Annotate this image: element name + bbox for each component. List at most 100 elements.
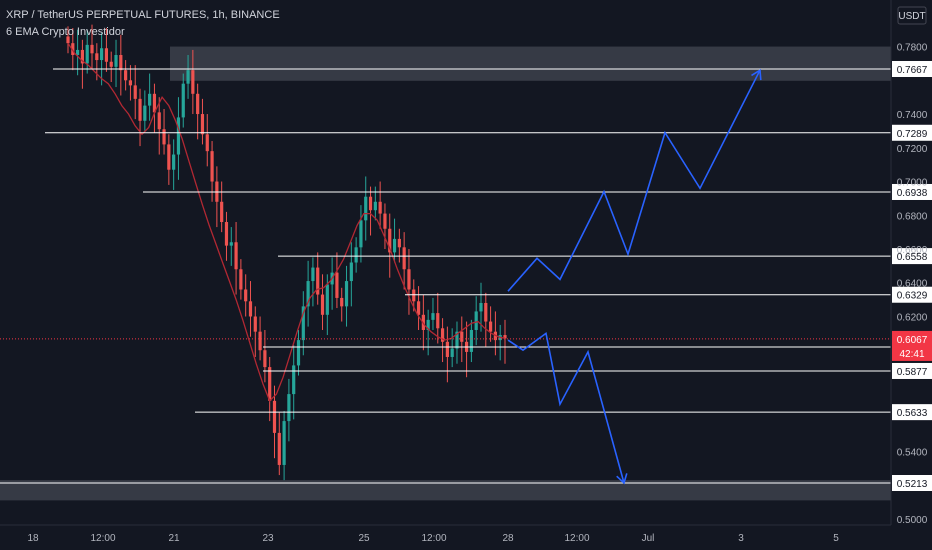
candle-body (455, 331, 459, 349)
candle-body (316, 267, 320, 295)
candle-body (368, 196, 373, 211)
levels-layer (0, 68, 891, 484)
zones-layer (0, 46, 891, 501)
projection-up-path-arrowhead (751, 68, 762, 81)
candle-body (388, 228, 392, 253)
candle-body (157, 112, 161, 130)
candle-body (412, 289, 416, 302)
candle-body (76, 49, 80, 55)
candle-body (196, 93, 200, 115)
candle-body (191, 70, 195, 94)
candle-body (479, 302, 483, 312)
time-tick-label: Jul (642, 533, 655, 544)
price-tick-label: 0.5400 (897, 447, 928, 458)
candle-body (416, 301, 421, 315)
candle-body (354, 247, 358, 263)
time-tick-label: 28 (502, 533, 514, 544)
candle-body (104, 48, 109, 62)
candle-body (282, 421, 286, 465)
price-level-tag (892, 124, 932, 141)
projection-up-path (507, 69, 761, 292)
price-tick-label: 0.6400 (897, 279, 928, 290)
time-tick-label: 5 (833, 533, 839, 544)
candle-body (66, 36, 70, 44)
candle-body (484, 302, 488, 322)
candle-body (292, 365, 296, 395)
candle-body (128, 80, 133, 86)
candle-body (445, 341, 449, 357)
candle-body (359, 220, 363, 248)
candle-body (186, 70, 190, 84)
candle-body (248, 301, 253, 317)
currency-badge[interactable]: USDT (897, 6, 927, 25)
candle-body (450, 348, 454, 357)
projection-layer (507, 68, 762, 485)
price-level-label: 0.7289 (897, 129, 928, 140)
candle-body (71, 43, 75, 55)
candle-body (349, 262, 353, 282)
projection-down-path-arrowhead (616, 473, 628, 485)
candle-body (244, 289, 248, 302)
price-level-label: 0.5633 (897, 408, 928, 419)
candle-body (340, 297, 344, 307)
candle-body (138, 98, 142, 121)
price-level-label: 0.5213 (897, 479, 928, 490)
time-tick-label: 18 (27, 533, 39, 544)
candle-body (220, 201, 224, 223)
candle-body (344, 281, 349, 307)
candle-body (85, 44, 89, 64)
price-tick-label: 0.7800 (897, 43, 928, 54)
candle-body (143, 105, 147, 121)
candle-body (90, 44, 94, 54)
candle-body (253, 316, 257, 332)
candle-body (431, 313, 435, 320)
candle-body (335, 272, 339, 298)
time-axis[interactable]: 18 12:00 21 23 25 12:00 28 12:00 Jul 3 5 (0, 524, 891, 544)
candle-body (109, 61, 113, 67)
price-tick-label: 0.5000 (897, 515, 928, 526)
candle-body (306, 281, 310, 307)
current-price-tag (892, 330, 932, 361)
current-price-label: 0.6067 (897, 335, 928, 346)
price-level-tag (892, 362, 932, 379)
candle-body (172, 154, 176, 170)
candle-body (402, 247, 406, 270)
price-level-tag (892, 404, 932, 421)
currency-badge-label: USDT (898, 11, 925, 22)
time-tick-label: 3 (738, 533, 744, 544)
candle-body (229, 242, 233, 246)
price-level-tag (892, 61, 932, 77)
candle-body (124, 70, 128, 81)
candle-body (234, 242, 238, 270)
candle-body (287, 394, 291, 422)
supply-demand-zone (0, 480, 891, 501)
candle-body (364, 196, 368, 221)
symbol-title[interactable]: XRP / TetherUS PERPETUAL FUTURES, 1h, BI… (6, 9, 280, 21)
price-axis[interactable]: 0.76670.72890.69380.65580.63290.60190.58… (890, 0, 932, 526)
candle-body (301, 306, 305, 341)
candle-body (383, 213, 387, 229)
price-level-tag (892, 183, 932, 200)
candle-body (162, 129, 166, 145)
candle-body (373, 201, 377, 211)
candles-layer (66, 24, 507, 481)
candle-body (95, 53, 99, 61)
candle-body (263, 350, 267, 368)
candle-body (320, 294, 325, 315)
candle-body (440, 328, 445, 342)
indicator-title[interactable]: 6 EMA Crypto Investidor (6, 26, 125, 38)
candle-body (397, 238, 401, 248)
price-level-label: 0.6329 (897, 291, 928, 302)
price-tick-label: 0.7000 (897, 178, 928, 189)
candle-body (114, 54, 118, 67)
time-tick-label: 12:00 (90, 533, 115, 544)
time-tick-label: 12:00 (564, 533, 589, 544)
candle-body (224, 222, 229, 246)
time-tick-label: 25 (358, 533, 370, 544)
candle-body (181, 83, 185, 118)
candle-body (378, 201, 382, 214)
candle-body (100, 48, 104, 61)
candle-body (469, 329, 473, 352)
